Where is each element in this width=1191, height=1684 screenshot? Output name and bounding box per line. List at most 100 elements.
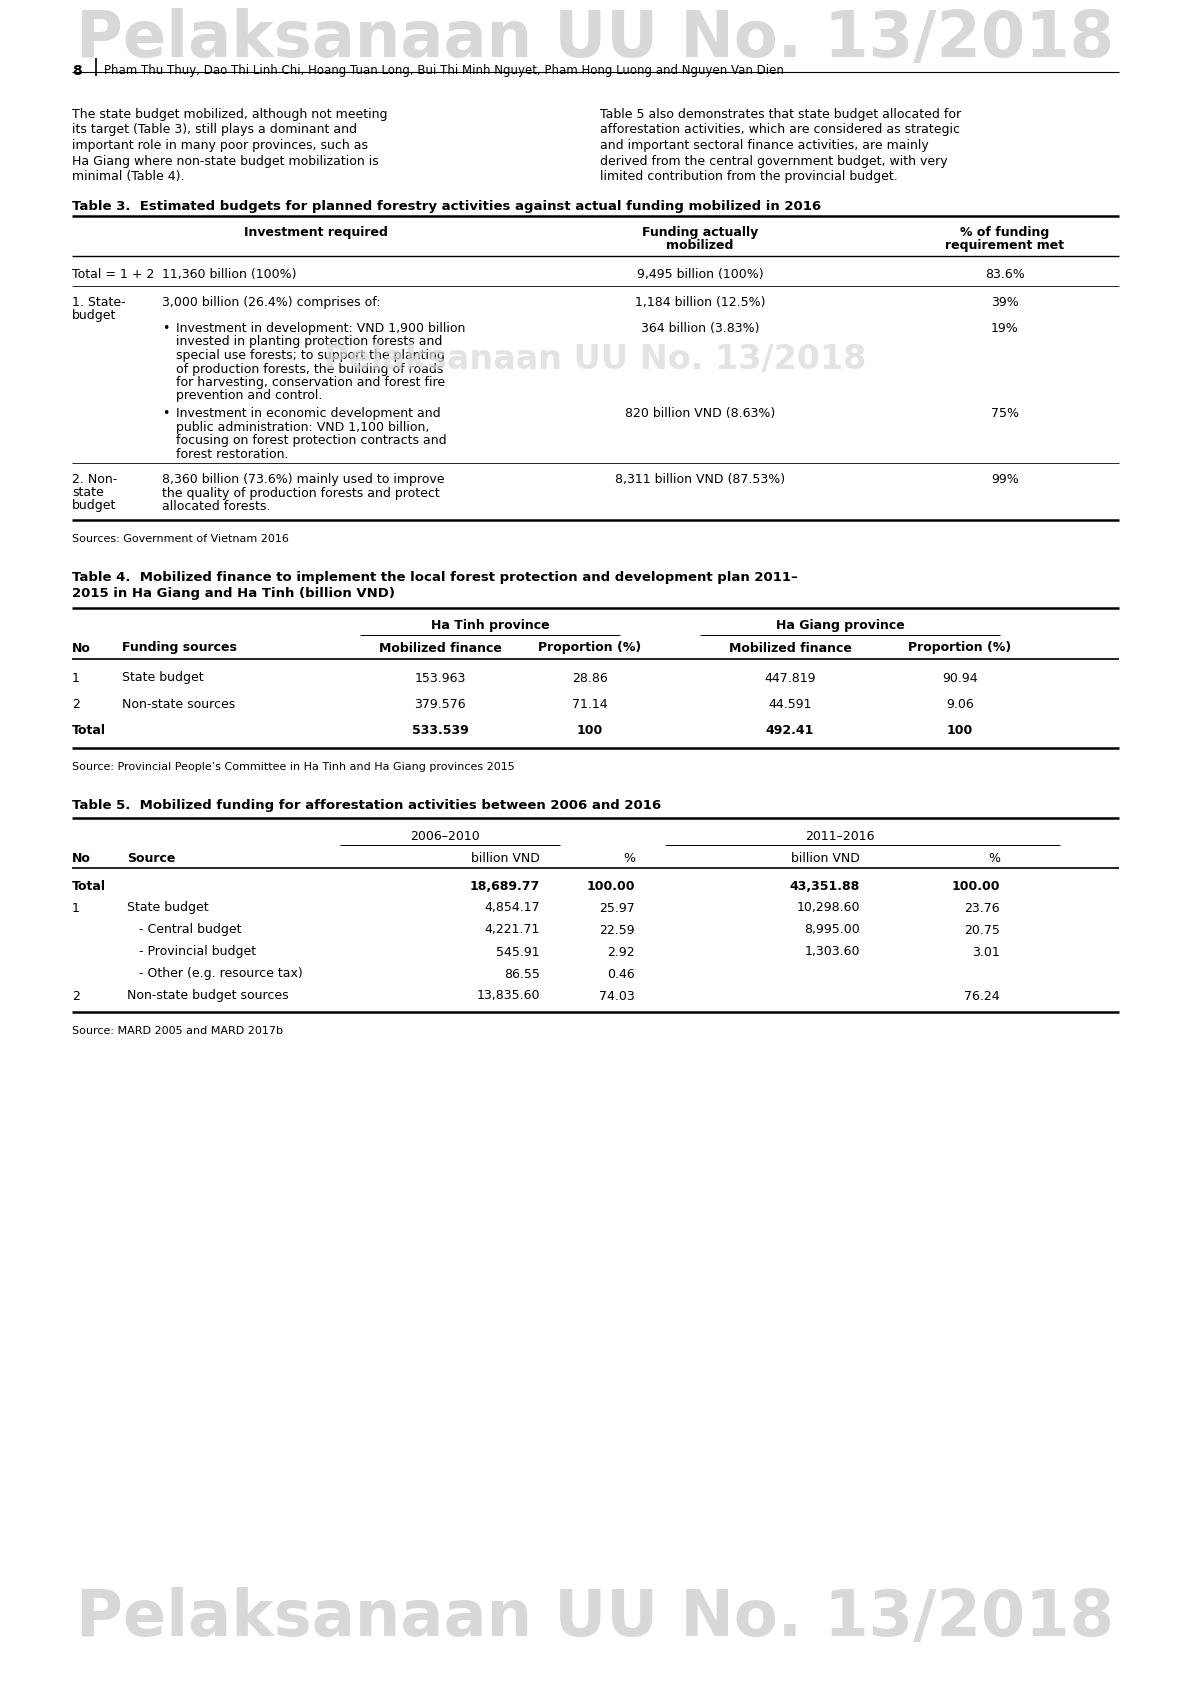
Text: 9,495 billion (100%): 9,495 billion (100%) — [637, 268, 763, 281]
Text: Pham Thu Thuy, Dao Thi Linh Chi, Hoang Tuan Long, Bui Thi Minh Nguyet, Pham Hong: Pham Thu Thuy, Dao Thi Linh Chi, Hoang T… — [104, 64, 784, 77]
Text: 75%: 75% — [991, 408, 1019, 419]
Text: focusing on forest protection contracts and: focusing on forest protection contracts … — [176, 434, 447, 446]
Text: state: state — [71, 487, 104, 498]
Text: allocated forests.: allocated forests. — [162, 500, 270, 514]
Text: Table 5 also demonstrates that state budget allocated for: Table 5 also demonstrates that state bud… — [600, 108, 961, 121]
Text: Pelaksanaan UU No. 13/2018: Pelaksanaan UU No. 13/2018 — [76, 1586, 1115, 1649]
Text: forest restoration.: forest restoration. — [176, 448, 288, 460]
Text: Total: Total — [71, 724, 106, 736]
Text: 8,360 billion (73.6%) mainly used to improve: 8,360 billion (73.6%) mainly used to imp… — [162, 473, 444, 487]
Text: the quality of production forests and protect: the quality of production forests and pr… — [162, 487, 439, 500]
Text: 76.24: 76.24 — [965, 990, 1000, 1002]
Text: •: • — [162, 408, 169, 419]
Text: 2.92: 2.92 — [607, 945, 635, 958]
Text: 11,360 billion (100%): 11,360 billion (100%) — [162, 268, 297, 281]
Text: 1: 1 — [71, 672, 80, 684]
Text: 19%: 19% — [991, 322, 1018, 335]
Text: 364 billion (3.83%): 364 billion (3.83%) — [641, 322, 759, 335]
Text: 100.00: 100.00 — [586, 879, 635, 893]
Text: State budget: State budget — [127, 901, 208, 914]
Text: important role in many poor provinces, such as: important role in many poor provinces, s… — [71, 140, 368, 152]
Text: 28.86: 28.86 — [572, 672, 607, 684]
Text: Table 4.  Mobilized finance to implement the local forest protection and develop: Table 4. Mobilized finance to implement … — [71, 571, 798, 584]
Text: 90.94: 90.94 — [942, 672, 978, 684]
Text: 4,854.17: 4,854.17 — [485, 901, 540, 914]
Text: Total = 1 + 2: Total = 1 + 2 — [71, 268, 155, 281]
Text: afforestation activities, which are considered as strategic: afforestation activities, which are cons… — [600, 123, 960, 136]
Text: 1: 1 — [71, 901, 80, 914]
Text: 83.6%: 83.6% — [985, 268, 1025, 281]
Text: Mobilized finance: Mobilized finance — [729, 642, 852, 655]
Text: 22.59: 22.59 — [599, 923, 635, 936]
Text: 3.01: 3.01 — [972, 945, 1000, 958]
Text: Source: Provincial People’s Committee in Ha Tinh and Ha Giang provinces 2015: Source: Provincial People’s Committee in… — [71, 761, 515, 771]
Text: Sources: Government of Vietnam 2016: Sources: Government of Vietnam 2016 — [71, 534, 289, 544]
Text: 23.76: 23.76 — [965, 901, 1000, 914]
Text: 1,303.60: 1,303.60 — [804, 945, 860, 958]
Text: 8,311 billion VND (87.53%): 8,311 billion VND (87.53%) — [615, 473, 785, 487]
Text: limited contribution from the provincial budget.: limited contribution from the provincial… — [600, 170, 898, 184]
Text: 20.75: 20.75 — [965, 923, 1000, 936]
Text: 71.14: 71.14 — [572, 697, 607, 711]
Text: 447.819: 447.819 — [765, 672, 816, 684]
Text: budget: budget — [71, 308, 117, 322]
Text: 2: 2 — [71, 697, 80, 711]
Text: 3,000 billion (26.4%) comprises of:: 3,000 billion (26.4%) comprises of: — [162, 296, 380, 308]
Text: Source: Source — [127, 852, 175, 864]
Text: Table 3.  Estimated budgets for planned forestry activities against actual fundi: Table 3. Estimated budgets for planned f… — [71, 200, 821, 212]
Text: 99%: 99% — [991, 473, 1018, 487]
Text: 492.41: 492.41 — [766, 724, 815, 736]
Text: Total: Total — [71, 879, 106, 893]
Text: 10,298.60: 10,298.60 — [797, 901, 860, 914]
Text: mobilized: mobilized — [666, 239, 734, 253]
Text: State budget: State budget — [121, 672, 204, 684]
Text: 1,184 billion (12.5%): 1,184 billion (12.5%) — [635, 296, 766, 308]
Text: •: • — [162, 322, 169, 335]
Text: - Provincial budget: - Provincial budget — [127, 945, 256, 958]
Text: 4,221.71: 4,221.71 — [485, 923, 540, 936]
Text: Pelaksanaan UU No. 13/2018: Pelaksanaan UU No. 13/2018 — [324, 344, 867, 376]
Text: 533.539: 533.539 — [412, 724, 468, 736]
Text: of production forests, the building of roads: of production forests, the building of r… — [176, 362, 443, 376]
Text: 8: 8 — [71, 64, 82, 77]
Text: 2: 2 — [71, 990, 80, 1002]
Text: 545.91: 545.91 — [497, 945, 540, 958]
Text: Investment in economic development and: Investment in economic development and — [176, 408, 441, 419]
Text: Pelaksanaan UU No. 13/2018: Pelaksanaan UU No. 13/2018 — [76, 8, 1115, 71]
Text: 0.46: 0.46 — [607, 968, 635, 980]
Text: 820 billion VND (8.63%): 820 billion VND (8.63%) — [625, 408, 775, 419]
Text: %: % — [989, 852, 1000, 864]
Text: 86.55: 86.55 — [504, 968, 540, 980]
Text: 39%: 39% — [991, 296, 1018, 308]
Text: invested in planting protection forests and: invested in planting protection forests … — [176, 335, 442, 349]
Text: billion VND: billion VND — [472, 852, 540, 864]
Text: 2011–2016: 2011–2016 — [805, 830, 874, 842]
Text: Funding actually: Funding actually — [642, 226, 759, 239]
Text: 153.963: 153.963 — [414, 672, 466, 684]
Text: 43,351.88: 43,351.88 — [790, 879, 860, 893]
Text: 100: 100 — [947, 724, 973, 736]
Text: Ha Giang where non-state budget mobilization is: Ha Giang where non-state budget mobiliza… — [71, 155, 379, 167]
Text: 13,835.60: 13,835.60 — [476, 990, 540, 1002]
Text: special use forests; to support the planting: special use forests; to support the plan… — [176, 349, 445, 362]
Text: 25.97: 25.97 — [599, 901, 635, 914]
Text: 74.03: 74.03 — [599, 990, 635, 1002]
Text: Non-state budget sources: Non-state budget sources — [127, 990, 288, 1002]
Text: %: % — [623, 852, 635, 864]
Text: Funding sources: Funding sources — [121, 642, 237, 655]
Text: 2015 in Ha Giang and Ha Tinh (billion VND): 2015 in Ha Giang and Ha Tinh (billion VN… — [71, 588, 395, 601]
Text: 18,689.77: 18,689.77 — [469, 879, 540, 893]
Text: 9.06: 9.06 — [946, 697, 974, 711]
Text: Non-state sources: Non-state sources — [121, 697, 236, 711]
Text: Source: MARD 2005 and MARD 2017b: Source: MARD 2005 and MARD 2017b — [71, 1026, 283, 1036]
Text: for harvesting, conservation and forest fire: for harvesting, conservation and forest … — [176, 376, 445, 389]
Text: No: No — [71, 852, 91, 864]
Text: 2006–2010: 2006–2010 — [410, 830, 480, 842]
Text: and important sectoral finance activities, are mainly: and important sectoral finance activitie… — [600, 140, 929, 152]
Text: The state budget mobilized, although not meeting: The state budget mobilized, although not… — [71, 108, 387, 121]
Text: requirement met: requirement met — [946, 239, 1065, 253]
Text: 44.591: 44.591 — [768, 697, 812, 711]
Text: % of funding: % of funding — [960, 226, 1049, 239]
Text: No: No — [71, 642, 91, 655]
Text: public administration: VND 1,100 billion,: public administration: VND 1,100 billion… — [176, 421, 430, 433]
